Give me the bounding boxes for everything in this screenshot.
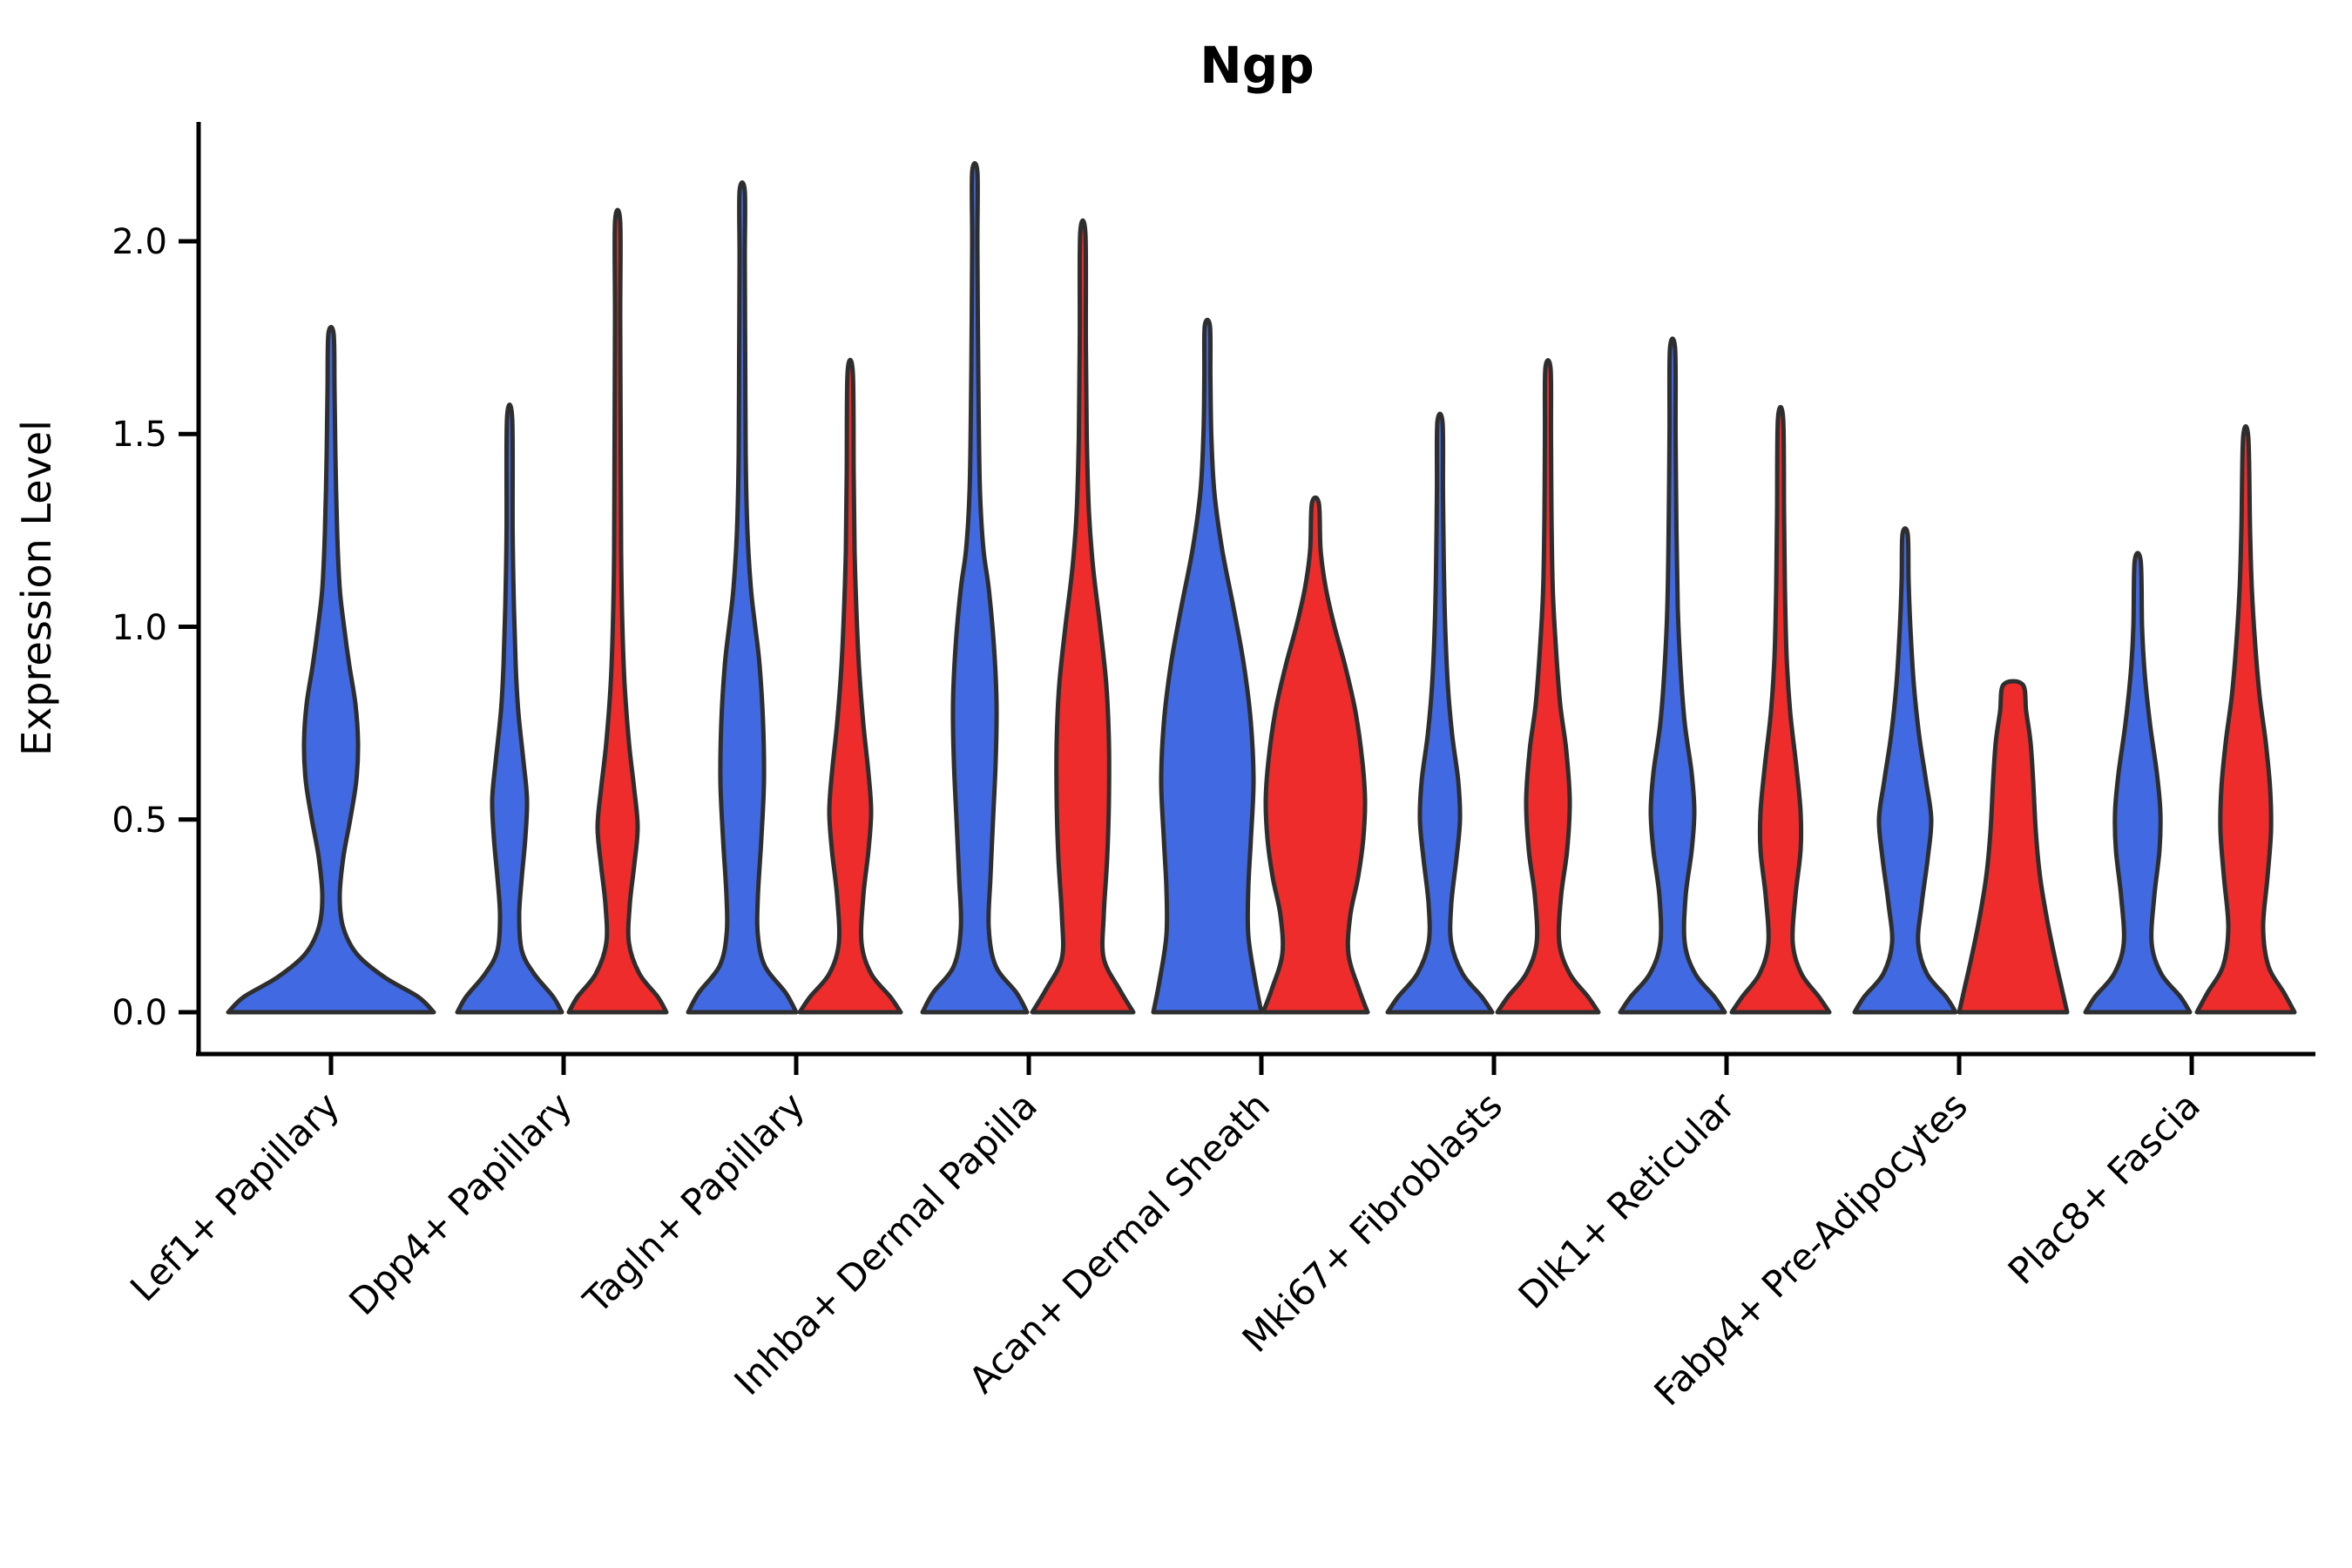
x-tick-label: Lef1+ Papillary (122, 1084, 348, 1309)
x-tick-label: Tagln+ Papillary (575, 1084, 813, 1321)
violin-fabp4-pre-adipocytes-blue (1852, 526, 1958, 1015)
violin-mki67-fibroblasts-red (1495, 358, 1601, 1015)
x-tick-label: Dlk1+ Reticular (1511, 1084, 1744, 1317)
y-tick-label: 0.0 (112, 993, 167, 1033)
violin-inhba-dermal-papilla-blue (920, 160, 1030, 1015)
y-tick-label: 1.5 (112, 415, 167, 455)
violin-acan-dermal-sheath-red (1260, 495, 1370, 1015)
plot-title: Ngp (1200, 36, 1315, 95)
y-tick-label: 0.5 (112, 801, 167, 841)
y-tick-label: 2.0 (112, 222, 167, 262)
violin-plac8-fascia-red (2194, 423, 2297, 1015)
y-axis-label: Expression Level (13, 420, 60, 756)
violin-dpp4-papillary-blue (455, 402, 564, 1015)
y-tick-label: 1.0 (112, 608, 167, 648)
violin-dlk1-reticular-blue (1618, 336, 1727, 1015)
violins-layer (226, 160, 2297, 1015)
violin-dpp4-papillary-red (566, 207, 669, 1015)
x-tick-label: Plac8+ Fascia (2000, 1084, 2208, 1292)
violin-tagln-papillary-blue (686, 180, 799, 1015)
violin-mki67-fibroblasts-blue (1385, 411, 1495, 1015)
x-tick-label: Mki67+ Fibroblasts (1234, 1084, 1511, 1360)
violin-inhba-dermal-papilla-red (1030, 218, 1136, 1015)
ticks-layer (179, 239, 2194, 1075)
violin-tagln-papillary-red (797, 357, 903, 1015)
violin-acan-dermal-sheath-blue (1151, 317, 1264, 1015)
x-tick-label: Dpp4+ Papillary (341, 1084, 580, 1323)
violin-lef1-papillary-blue (226, 324, 436, 1015)
violin-plac8-fascia-blue (2083, 551, 2193, 1015)
violin-fabp4-pre-adipocytes-red (1957, 679, 2070, 1015)
violin-dlk1-reticular-red (1729, 404, 1832, 1015)
